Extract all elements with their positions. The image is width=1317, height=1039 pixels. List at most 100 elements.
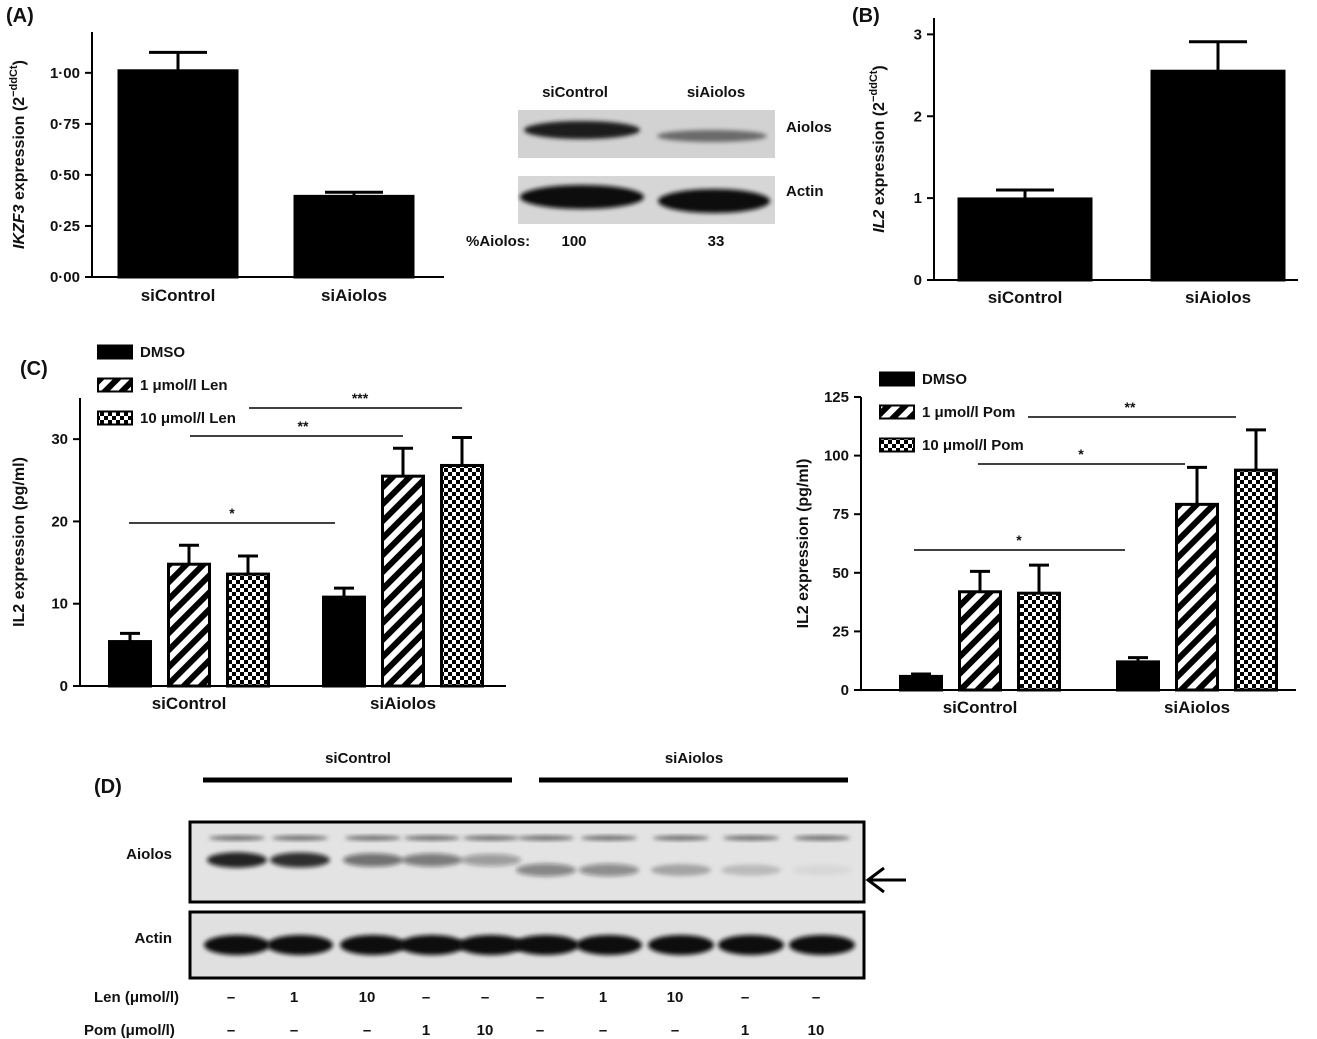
blot-d-lanes: – – 1 – 10 – – 1 – 10 – – 1 – 10 – – 1 – 10 [204,835,855,1039]
b-bar [957,197,1093,282]
blot-d-band-actin: Actin [135,930,173,947]
b-category-label: siAiolos [1185,288,1251,307]
blot-d-pom-value: – [290,1022,298,1039]
a-y-tick-label: 1·00 [50,65,80,82]
blot-a-aiolos-band-control [524,121,640,139]
blot-d-group-sicontrol: siControl [325,750,391,767]
c-len-legend-label: 1 μmol/l Len [140,377,228,394]
c-pom-bar [1017,591,1061,692]
c-pom-significance-label: * [1078,446,1084,462]
c-pom-legend-label: 10 μmol/l Pom [922,437,1024,454]
c-pom-significance-label: ** [1125,399,1136,415]
c-pom-bar [1234,468,1278,692]
blot-d-len-value: 1 [290,989,298,1006]
c-pom-bar [958,590,1002,692]
c-len-legend-label: 10 μmol/l Len [140,410,236,427]
c-len-significance-label: ** [298,418,309,434]
c-pom-y-tick-label: 25 [832,623,849,640]
blot-d-len-label: Len (μmol/l) [94,989,179,1006]
blot-d-len-value: – [536,989,544,1006]
c-pom-legend-label: DMSO [922,371,967,388]
blot-d-aiolos-band [207,852,267,868]
blot-d-pom-label: Pom (μmol/l) [84,1022,175,1039]
blot-a-pct-siaiolos: 33 [708,233,725,250]
blot-d-actin-band [458,935,524,955]
blot-d-band-aiolos: Aiolos [126,846,172,863]
c-pom-legend-swatch [879,437,915,453]
b-y-tick-label: 2 [914,108,922,125]
blot-d-len-value: 10 [667,989,684,1006]
blot-d-pom-value: 1 [741,1022,749,1039]
c-len-bar [167,562,211,688]
a-bar [293,194,415,279]
c-len-y-tick-label: 10 [51,596,68,613]
blot-d-actin-band [267,935,333,955]
c-pom-legend-swatch [879,404,915,420]
blot-a-actin-band-siaiolos [658,189,770,213]
blot-d-aiolos-band [792,864,852,876]
blot-d-len-value: – [741,989,749,1006]
blot-d-upper-band [404,835,460,841]
arrow-icon [865,866,906,894]
blot-d-upper-band [345,835,401,841]
c-len-bar [322,595,366,688]
blot-d-actin-band [513,935,579,955]
blot-a-pct-control: 100 [561,233,586,250]
blot-a-pct-label: %Aiolos: [466,233,530,250]
blot-d-aiolos-band [402,853,462,867]
c-pom-y-tick-label: 75 [832,506,849,523]
c-pom-y-tick-label: 125 [824,389,849,406]
a-category-label: siControl [141,286,216,305]
c-len-significance-label: *** [352,390,369,406]
c-len-significance-label: * [229,505,235,521]
a-category-label: siAiolos [321,286,387,305]
panel-label-d: (D) [94,776,122,798]
a-y-tick-label: 0·50 [50,167,80,184]
blot-d-actin-band [204,935,270,955]
c-pom-y-tick-label: 0 [841,682,849,699]
blot-d-len-value: – [422,989,430,1006]
c-len-y-tick-label: 20 [51,513,68,530]
c-len-y-axis-title: IL2 expression (pg/ml) [11,457,28,627]
c-len-legend-swatch [97,344,133,360]
blot-d-actin-band [399,935,465,955]
blot-d-pom-value: – [671,1022,679,1039]
a-y-axis-title: IKZF3 expression (2−ddCt) [8,60,28,249]
blot-d-len-value: 1 [599,989,607,1006]
c-pom-y-tick-label: 100 [824,448,849,465]
blot-d-pom-value: – [536,1022,544,1039]
blot-d-pom-value: – [363,1022,371,1039]
blot-d-upper-band [272,835,328,841]
c-pom-category-label: siAiolos [1164,698,1230,717]
panel-label-c: (C) [20,358,48,380]
c-len-bar [108,640,152,688]
c-pom-significance-label: * [1016,532,1022,548]
chart-c-pom: 0 25 50 75 100 125 IL2 expression (pg/ml) siCon… [795,371,1296,717]
panel-label-b: (B) [852,5,880,27]
c-pom-y-tick-label: 50 [832,565,849,582]
c-pom-bar [899,674,943,692]
blot-d-actin-band [340,935,406,955]
blot-d-pom-value: – [599,1022,607,1039]
blot-d-actin-band [576,935,642,955]
blot-a-lane-sicontrol: siControl [542,84,608,101]
blot-d-len-value: – [481,989,489,1006]
blot-d-len-value: 10 [359,989,376,1006]
blot-d-pom-value: 1 [422,1022,430,1039]
blot-a-band-aiolos: Aiolos [786,119,832,136]
c-len-y-tick-label: 30 [51,431,68,448]
b-bar [1150,69,1286,282]
c-len-category-label: siAiolos [370,694,436,713]
blot-d-aiolos-band [270,852,330,868]
blot-d-pom-value: 10 [477,1022,494,1039]
c-len-category-label: siControl [152,694,227,713]
blot-d-pom-value: – [227,1022,235,1039]
b-y-axis-title: IL2 expression (2−ddCt) [868,65,888,233]
b-y-tick-label: 3 [914,26,922,43]
chart-b: 0 1 2 3 IL2 expression (2−ddCt) siControl siAi… [868,18,1298,307]
blot-d-actin-band [648,935,714,955]
c-len-y-tick-label: 0 [60,678,68,695]
blot-d-upper-band [581,835,637,841]
c-pom-legend-swatch [879,371,915,387]
a-bar [117,69,239,279]
